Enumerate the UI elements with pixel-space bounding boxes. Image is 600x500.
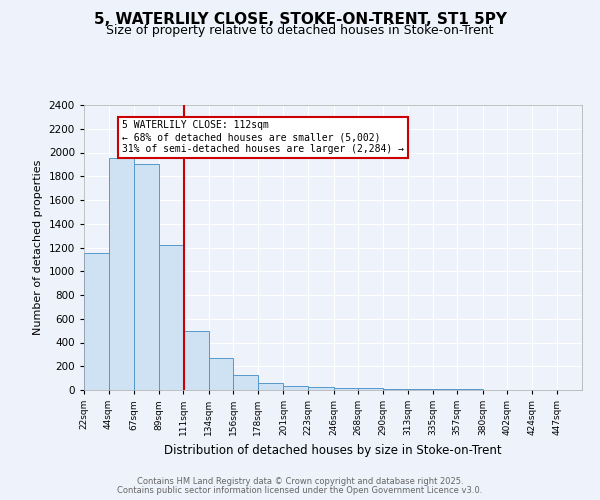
Bar bbox=[233, 374, 258, 390]
Bar bbox=[383, 389, 408, 390]
Bar bbox=[308, 387, 334, 390]
Bar bbox=[158, 245, 183, 390]
Text: 5 WATERLILY CLOSE: 112sqm
← 68% of detached houses are smaller (5,002)
31% of se: 5 WATERLILY CLOSE: 112sqm ← 68% of detac… bbox=[122, 120, 404, 154]
Bar bbox=[408, 389, 433, 390]
Bar bbox=[358, 388, 383, 390]
Text: Contains HM Land Registry data © Crown copyright and database right 2025.: Contains HM Land Registry data © Crown c… bbox=[137, 477, 463, 486]
Y-axis label: Number of detached properties: Number of detached properties bbox=[33, 160, 43, 335]
Text: 5, WATERLILY CLOSE, STOKE-ON-TRENT, ST1 5PY: 5, WATERLILY CLOSE, STOKE-ON-TRENT, ST1 … bbox=[94, 12, 506, 28]
Bar bbox=[183, 330, 209, 390]
Bar bbox=[109, 158, 134, 390]
Text: Size of property relative to detached houses in Stoke-on-Trent: Size of property relative to detached ho… bbox=[106, 24, 494, 37]
Bar bbox=[283, 386, 308, 390]
Bar bbox=[209, 358, 233, 390]
Bar bbox=[258, 383, 283, 390]
Bar bbox=[334, 388, 358, 390]
X-axis label: Distribution of detached houses by size in Stoke-on-Trent: Distribution of detached houses by size … bbox=[164, 444, 502, 456]
Text: Contains public sector information licensed under the Open Government Licence v3: Contains public sector information licen… bbox=[118, 486, 482, 495]
Bar bbox=[134, 164, 158, 390]
Bar bbox=[84, 254, 109, 390]
